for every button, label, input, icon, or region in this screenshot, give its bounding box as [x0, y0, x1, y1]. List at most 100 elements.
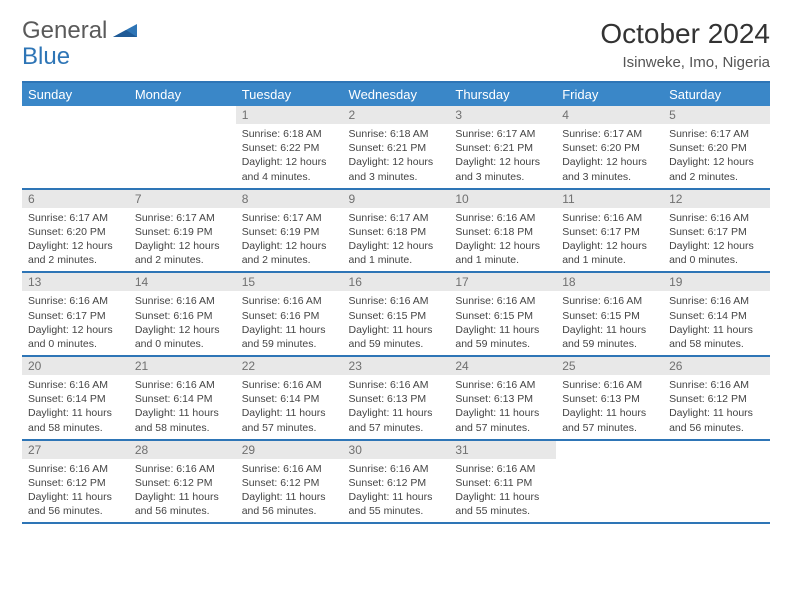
sunset-text: Sunset: 6:20 PM: [669, 141, 764, 155]
calendar-day-cell: 1Sunrise: 6:18 AMSunset: 6:22 PMDaylight…: [236, 106, 343, 189]
day-info: Sunrise: 6:16 AMSunset: 6:15 PMDaylight:…: [556, 291, 663, 355]
sunset-text: Sunset: 6:15 PM: [455, 309, 550, 323]
brand-word-2: Blue: [22, 43, 70, 70]
sunset-text: Sunset: 6:21 PM: [455, 141, 550, 155]
calendar-day-cell: 24Sunrise: 6:16 AMSunset: 6:13 PMDayligh…: [449, 356, 556, 440]
sunset-text: Sunset: 6:12 PM: [669, 392, 764, 406]
daylight-text: Daylight: 12 hours and 2 minutes.: [669, 155, 764, 183]
day-info: Sunrise: 6:16 AMSunset: 6:12 PMDaylight:…: [236, 459, 343, 523]
day-number: 21: [129, 357, 236, 375]
day-header-row: Sunday Monday Tuesday Wednesday Thursday…: [22, 82, 770, 106]
sunset-text: Sunset: 6:14 PM: [28, 392, 123, 406]
sunrise-text: Sunrise: 6:17 AM: [562, 127, 657, 141]
sunset-text: Sunset: 6:19 PM: [242, 225, 337, 239]
calendar-day-cell: 16Sunrise: 6:16 AMSunset: 6:15 PMDayligh…: [343, 272, 450, 356]
calendar-week-row: 13Sunrise: 6:16 AMSunset: 6:17 PMDayligh…: [22, 272, 770, 356]
calendar-day-cell: .: [22, 106, 129, 189]
day-info: Sunrise: 6:18 AMSunset: 6:22 PMDaylight:…: [236, 124, 343, 188]
day-info: Sunrise: 6:17 AMSunset: 6:20 PMDaylight:…: [556, 124, 663, 188]
brand-word-1: General: [22, 17, 107, 44]
day-number: 6: [22, 190, 129, 208]
day-header: Thursday: [449, 82, 556, 106]
day-number: 7: [129, 190, 236, 208]
sunrise-text: Sunrise: 6:16 AM: [135, 378, 230, 392]
sunrise-text: Sunrise: 6:17 AM: [669, 127, 764, 141]
day-info: Sunrise: 6:17 AMSunset: 6:20 PMDaylight:…: [663, 124, 770, 188]
day-number: 9: [343, 190, 450, 208]
daylight-text: Daylight: 12 hours and 1 minute.: [562, 239, 657, 267]
day-info: Sunrise: 6:16 AMSunset: 6:12 PMDaylight:…: [129, 459, 236, 523]
sunrise-text: Sunrise: 6:16 AM: [562, 211, 657, 225]
sunset-text: Sunset: 6:17 PM: [669, 225, 764, 239]
daylight-text: Daylight: 11 hours and 55 minutes.: [349, 490, 444, 518]
sunset-text: Sunset: 6:16 PM: [135, 309, 230, 323]
sunset-text: Sunset: 6:13 PM: [455, 392, 550, 406]
day-number: 12: [663, 190, 770, 208]
sunrise-text: Sunrise: 6:17 AM: [28, 211, 123, 225]
calendar-day-cell: .: [129, 106, 236, 189]
daylight-text: Daylight: 12 hours and 0 minutes.: [135, 323, 230, 351]
day-number: 2: [343, 106, 450, 124]
day-info: Sunrise: 6:16 AMSunset: 6:18 PMDaylight:…: [449, 208, 556, 272]
day-number: 5: [663, 106, 770, 124]
sunrise-text: Sunrise: 6:16 AM: [562, 294, 657, 308]
day-info: Sunrise: 6:16 AMSunset: 6:14 PMDaylight:…: [129, 375, 236, 439]
sunrise-text: Sunrise: 6:16 AM: [669, 211, 764, 225]
daylight-text: Daylight: 11 hours and 58 minutes.: [135, 406, 230, 434]
sunrise-text: Sunrise: 6:16 AM: [455, 462, 550, 476]
day-number: 26: [663, 357, 770, 375]
sunrise-text: Sunrise: 6:17 AM: [242, 211, 337, 225]
daylight-text: Daylight: 12 hours and 0 minutes.: [669, 239, 764, 267]
day-number: 3: [449, 106, 556, 124]
calendar-day-cell: 21Sunrise: 6:16 AMSunset: 6:14 PMDayligh…: [129, 356, 236, 440]
calendar-day-cell: 19Sunrise: 6:16 AMSunset: 6:14 PMDayligh…: [663, 272, 770, 356]
calendar-day-cell: 6Sunrise: 6:17 AMSunset: 6:20 PMDaylight…: [22, 189, 129, 273]
sunrise-text: Sunrise: 6:16 AM: [28, 294, 123, 308]
calendar-day-cell: 7Sunrise: 6:17 AMSunset: 6:19 PMDaylight…: [129, 189, 236, 273]
daylight-text: Daylight: 11 hours and 57 minutes.: [242, 406, 337, 434]
daylight-text: Daylight: 11 hours and 56 minutes.: [242, 490, 337, 518]
calendar-week-row: 27Sunrise: 6:16 AMSunset: 6:12 PMDayligh…: [22, 440, 770, 524]
day-header: Monday: [129, 82, 236, 106]
calendar-week-row: 20Sunrise: 6:16 AMSunset: 6:14 PMDayligh…: [22, 356, 770, 440]
daylight-text: Daylight: 11 hours and 56 minutes.: [135, 490, 230, 518]
calendar-day-cell: 29Sunrise: 6:16 AMSunset: 6:12 PMDayligh…: [236, 440, 343, 524]
calendar-week-row: 6Sunrise: 6:17 AMSunset: 6:20 PMDaylight…: [22, 189, 770, 273]
day-info: Sunrise: 6:17 AMSunset: 6:20 PMDaylight:…: [22, 208, 129, 272]
sunrise-text: Sunrise: 6:16 AM: [669, 294, 764, 308]
brand-logo: GeneralBlue: [22, 18, 139, 69]
sunrise-text: Sunrise: 6:18 AM: [349, 127, 444, 141]
day-number: 1: [236, 106, 343, 124]
day-info: Sunrise: 6:16 AMSunset: 6:16 PMDaylight:…: [129, 291, 236, 355]
sunset-text: Sunset: 6:12 PM: [242, 476, 337, 490]
sunset-text: Sunset: 6:14 PM: [669, 309, 764, 323]
day-number: 11: [556, 190, 663, 208]
day-number: 28: [129, 441, 236, 459]
sunset-text: Sunset: 6:17 PM: [28, 309, 123, 323]
day-info: Sunrise: 6:16 AMSunset: 6:12 PMDaylight:…: [343, 459, 450, 523]
sunset-text: Sunset: 6:18 PM: [455, 225, 550, 239]
day-header: Saturday: [663, 82, 770, 106]
day-info: Sunrise: 6:16 AMSunset: 6:15 PMDaylight:…: [449, 291, 556, 355]
day-info: Sunrise: 6:16 AMSunset: 6:14 PMDaylight:…: [236, 375, 343, 439]
day-number: 31: [449, 441, 556, 459]
day-number: 24: [449, 357, 556, 375]
sunset-text: Sunset: 6:14 PM: [242, 392, 337, 406]
calendar-day-cell: 5Sunrise: 6:17 AMSunset: 6:20 PMDaylight…: [663, 106, 770, 189]
calendar-day-cell: 13Sunrise: 6:16 AMSunset: 6:17 PMDayligh…: [22, 272, 129, 356]
day-info: Sunrise: 6:16 AMSunset: 6:12 PMDaylight:…: [663, 375, 770, 439]
sunset-text: Sunset: 6:21 PM: [349, 141, 444, 155]
day-info: Sunrise: 6:17 AMSunset: 6:19 PMDaylight:…: [129, 208, 236, 272]
day-number: 30: [343, 441, 450, 459]
calendar-day-cell: 8Sunrise: 6:17 AMSunset: 6:19 PMDaylight…: [236, 189, 343, 273]
sunset-text: Sunset: 6:12 PM: [349, 476, 444, 490]
daylight-text: Daylight: 11 hours and 59 minutes.: [242, 323, 337, 351]
daylight-text: Daylight: 12 hours and 2 minutes.: [242, 239, 337, 267]
calendar-day-cell: .: [663, 440, 770, 524]
calendar-day-cell: 4Sunrise: 6:17 AMSunset: 6:20 PMDaylight…: [556, 106, 663, 189]
daylight-text: Daylight: 12 hours and 3 minutes.: [562, 155, 657, 183]
daylight-text: Daylight: 11 hours and 57 minutes.: [349, 406, 444, 434]
sunrise-text: Sunrise: 6:16 AM: [28, 378, 123, 392]
calendar-body: ..1Sunrise: 6:18 AMSunset: 6:22 PMDaylig…: [22, 106, 770, 523]
calendar-week-row: ..1Sunrise: 6:18 AMSunset: 6:22 PMDaylig…: [22, 106, 770, 189]
